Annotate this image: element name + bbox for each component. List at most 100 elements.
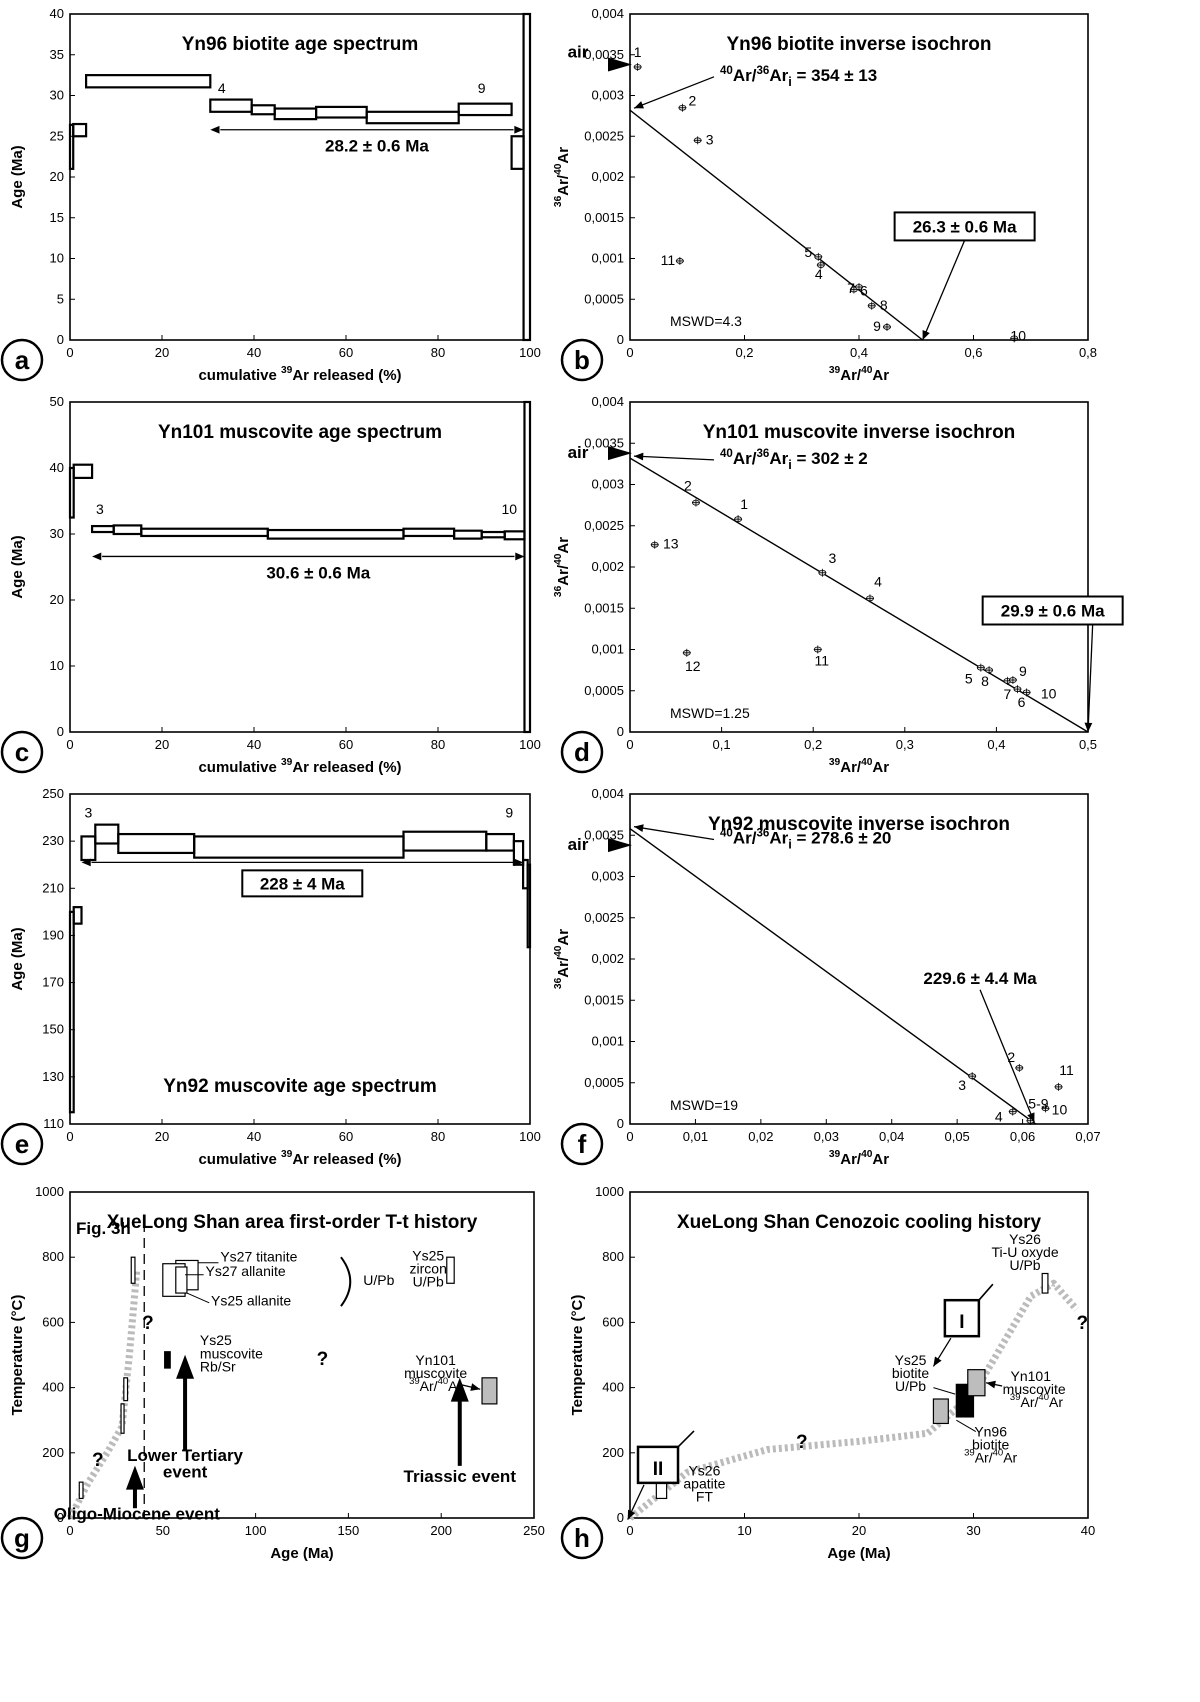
- isochron-age: 29.9 ± 0.6 Ma: [1001, 602, 1105, 621]
- y-tick-label: 20: [50, 169, 64, 184]
- box-label: Yn96: [974, 1424, 1007, 1440]
- arrow-head: [1027, 1112, 1035, 1123]
- chart-title: Yn92 muscovite inverse isochron: [708, 814, 1010, 835]
- panel-letter-circle: [560, 1516, 604, 1560]
- y-tick-label: 0,001: [591, 1034, 624, 1049]
- y-tick-label: 20: [50, 592, 64, 607]
- x-tick-label: 0,05: [944, 1129, 969, 1144]
- box-label: Ys25 allanite: [211, 1292, 291, 1308]
- point-label: 9: [873, 318, 881, 334]
- age-box: [967, 1369, 986, 1397]
- x-tick-label: 250: [523, 1523, 545, 1538]
- box-label: Ys25: [895, 1352, 927, 1368]
- spectrum-step: [72, 122, 88, 138]
- y-tick-label: 600: [602, 1314, 624, 1329]
- stage-box: [943, 1298, 981, 1338]
- chart-panel-g: 0 50 100 150 200 250 0 200 400 600 800 1000 Age (Ma)…: [0, 1184, 545, 1562]
- point-label: 9: [1019, 663, 1027, 679]
- age-box: [78, 1481, 84, 1500]
- x-tick-label: 40: [247, 737, 261, 752]
- y-tick-label: 230: [42, 833, 64, 848]
- x-tick-label: 0,02: [748, 1129, 773, 1144]
- spectrum-step: [503, 530, 526, 541]
- spectrum-step: [365, 110, 460, 125]
- panel-letter-circle: [560, 338, 604, 382]
- plateau-age: 28.2 ± 0.6 Ma: [325, 137, 429, 156]
- y-tick-label: 25: [50, 128, 64, 143]
- air-marker: [608, 838, 632, 853]
- box-label: Yn101: [415, 1352, 456, 1368]
- box-label: biotite: [892, 1365, 930, 1381]
- age-box: [123, 1377, 129, 1402]
- y-tick-label: 0,002: [591, 559, 624, 574]
- point-label: 4: [995, 1109, 1003, 1125]
- arrow-head: [92, 552, 102, 561]
- y-tick-label: 40: [50, 6, 64, 21]
- box-label: Ys27 titanite: [220, 1248, 297, 1264]
- y-tick-label: 190: [42, 927, 64, 942]
- spectrum-step: [68, 123, 75, 170]
- x-tick-label: 150: [338, 1523, 360, 1538]
- event-label: Oligo-Miocene event: [54, 1505, 221, 1524]
- spectrum-step: [90, 524, 115, 534]
- plot-frame: [69, 793, 531, 1125]
- x-tick-label: 0: [626, 1523, 633, 1538]
- point-label: 3: [828, 550, 836, 566]
- x-tick-label: 60: [339, 345, 353, 360]
- arrow-head: [933, 1356, 942, 1367]
- air-label: air: [568, 443, 589, 462]
- intercept-label: 40Ar/36Ari = 302 ± 2: [720, 448, 868, 472]
- x-tick-label: 40: [1081, 1523, 1095, 1538]
- spectrum-step: [266, 528, 405, 540]
- box-label: Yn101: [1011, 1368, 1052, 1384]
- y-tick-label: 200: [42, 1445, 64, 1460]
- chart-panel-f: 0 0,01 0,02 0,03 0,04 0,05 0,06 0,07 0 0,0005 0,00…: [553, 786, 1101, 1168]
- x-tick-label: 80: [431, 345, 445, 360]
- box-label: FT: [696, 1489, 714, 1505]
- event-label: Triassic event: [404, 1467, 517, 1486]
- plot-frame: [69, 13, 531, 341]
- y-tick-label: 0,004: [591, 786, 624, 801]
- age-box: [446, 1256, 455, 1284]
- box-label: Rb/Sr: [200, 1358, 236, 1374]
- x-axis-label: cumulative 39Ar released (%): [198, 757, 401, 776]
- mswd-label: MSWD=1.25: [670, 705, 750, 721]
- stage-label: I: [959, 1312, 964, 1333]
- x-tick-label: 60: [339, 1129, 353, 1144]
- arrow-head: [210, 125, 220, 134]
- y-axis-label: Age (Ma): [9, 145, 26, 208]
- y-tick-label: 0,0025: [584, 128, 624, 143]
- x-tick-label: 0,2: [735, 345, 753, 360]
- x-tick-label: 0,5: [1079, 737, 1097, 752]
- step-label: 3: [85, 805, 93, 821]
- age-box: [981, 595, 1124, 626]
- x-tick-label: 0,3: [896, 737, 914, 752]
- y-tick-label: 0,0035: [584, 47, 624, 62]
- age-box: [175, 1266, 188, 1294]
- spectrum-step: [273, 107, 318, 121]
- y-tick-label: 250: [42, 786, 64, 801]
- y-tick-label: 0,001: [591, 642, 624, 657]
- x-tick-label: 20: [155, 1129, 169, 1144]
- y-tick-label: 10: [50, 658, 64, 673]
- y-axis-label: 36Ar/40Ar: [553, 147, 572, 207]
- box-label: muscovite: [200, 1345, 263, 1361]
- panel-letter: d: [574, 737, 590, 767]
- y-tick-label: 0,0035: [584, 827, 624, 842]
- panel-letter-circle: [0, 338, 44, 382]
- y-tick-label: 0,002: [591, 169, 624, 184]
- y-axis-label: 36Ar/40Ar: [553, 537, 572, 597]
- point-label: 12: [685, 658, 701, 674]
- y-tick-label: 0,0015: [584, 210, 624, 225]
- box-label: 39Ar/40Ar: [409, 1376, 462, 1394]
- arrow-head: [1084, 722, 1093, 732]
- bracket-label: U/Pb: [363, 1272, 394, 1288]
- point-label: 11: [1059, 1062, 1074, 1078]
- box-label: 39Ar/40Ar: [964, 1448, 1017, 1466]
- box-label: U/Pb: [1009, 1257, 1040, 1273]
- leader: [186, 1292, 210, 1304]
- y-axis-label: 36Ar/40Ar: [553, 929, 572, 989]
- spectrum-step: [315, 105, 368, 119]
- age-box: [130, 1256, 136, 1284]
